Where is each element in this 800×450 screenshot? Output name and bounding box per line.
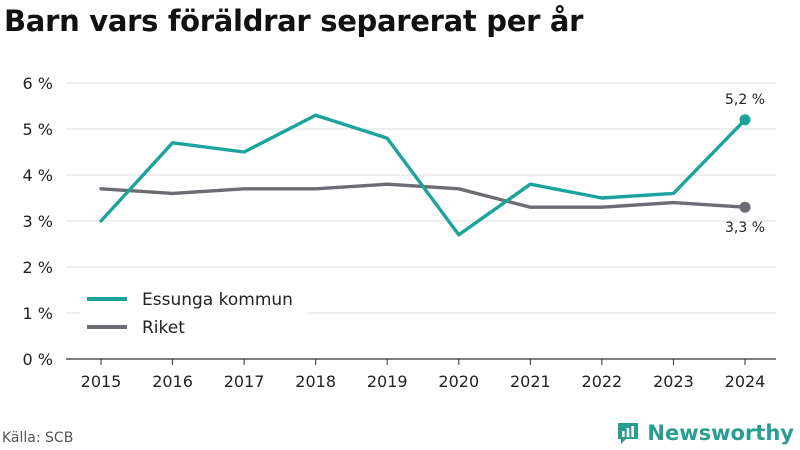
brand-name: Newsworthy xyxy=(647,421,794,445)
y-axis-ticks: 0 % 1 % 2 % 3 % 4 % 5 % 6 % xyxy=(23,74,53,369)
legend: Essunga kommun Riket xyxy=(80,283,308,343)
x-tick-label: 2021 xyxy=(510,372,551,391)
x-tick-label: 2019 xyxy=(367,372,408,391)
x-tick-label: 2016 xyxy=(152,372,193,391)
grid-lines xyxy=(66,82,776,314)
line-chart: 0 %1 %2 %3 %4 %5 %6 % 2015 2016 2017 2018 20… xyxy=(23,74,776,391)
y-tick-label: 4 % xyxy=(23,166,53,185)
y-tick-label: 0 % xyxy=(23,350,53,369)
source-note: Källa: SCB xyxy=(2,430,74,446)
legend-label: Essunga kommun xyxy=(142,290,293,310)
series-lines: 3,3 % 5,2 % xyxy=(99,92,765,237)
end-value-label: 3,3 % xyxy=(725,220,765,236)
bar-chart-icon xyxy=(618,423,639,444)
chart-title: Barn vars föräldrar separerat per år xyxy=(4,4,584,38)
brand-logo: Newsworthy xyxy=(615,420,794,446)
x-tick-label: 2018 xyxy=(295,372,336,391)
y-tick-label: 2 % xyxy=(23,258,53,277)
x-tick-label: 2024 xyxy=(725,372,766,391)
x-tick-label: 2015 xyxy=(81,372,122,391)
y-tick-label: 3 % xyxy=(23,212,53,231)
series-end-point xyxy=(739,201,751,213)
series-end-point xyxy=(739,114,751,126)
x-axis-ticks: 2015 2016 2017 2018 2019 2020 2021 2022 2023 2024 xyxy=(81,359,766,391)
x-tick-label: 2023 xyxy=(653,372,694,391)
end-value-label: 5,2 % xyxy=(725,92,765,108)
x-tick-label: 2022 xyxy=(582,372,623,391)
y-tick-label: 1 % xyxy=(23,304,53,323)
legend-label: Riket xyxy=(142,318,185,338)
series-line-essunga xyxy=(99,113,747,237)
x-tick-label: 2017 xyxy=(224,372,265,391)
legend-background xyxy=(80,283,308,343)
x-tick-label: 2020 xyxy=(438,372,479,391)
y-tick-label: 5 % xyxy=(23,120,53,139)
y-tick-label: 6 % xyxy=(23,74,53,93)
